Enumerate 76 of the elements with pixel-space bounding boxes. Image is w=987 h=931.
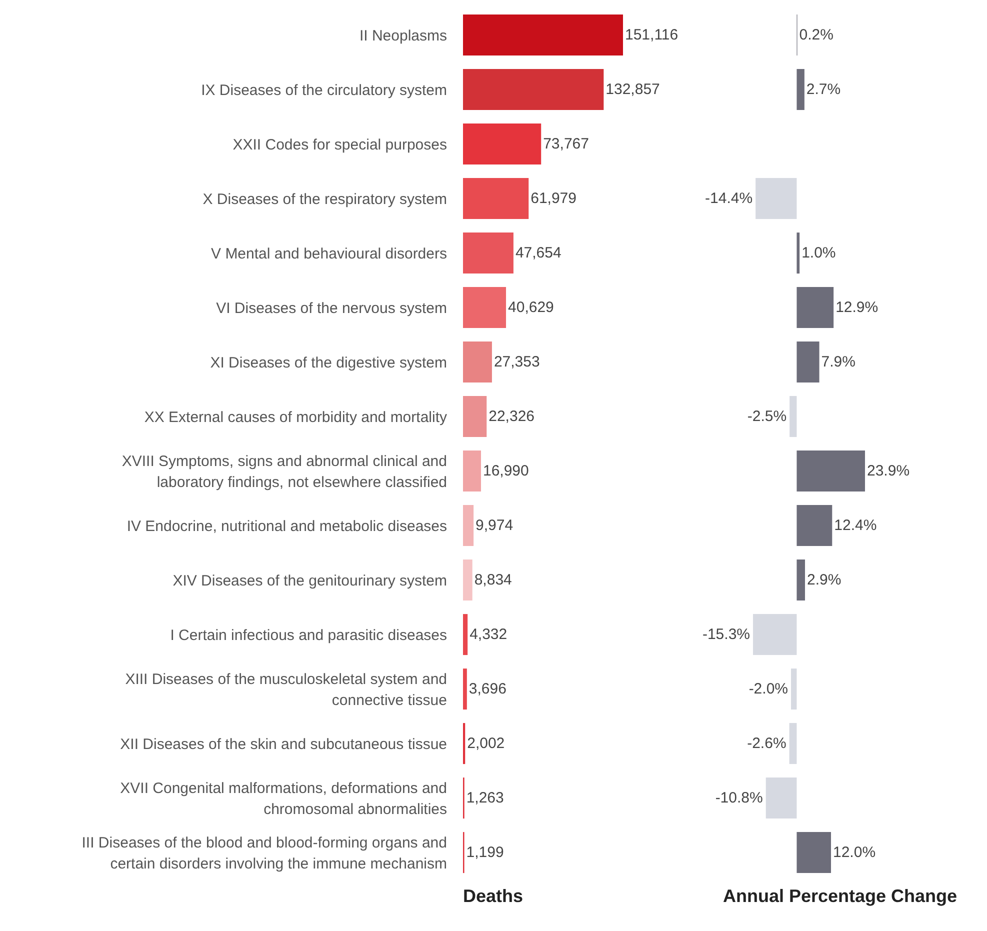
data-label: 4,332 <box>470 626 508 644</box>
data-label: 73,767 <box>543 136 589 153</box>
data-label: 151,116 <box>625 26 678 44</box>
data-label: 8,834 <box>474 572 512 589</box>
bar <box>796 505 832 546</box>
data-label: 1,263 <box>466 790 504 807</box>
data-label: 2.9% <box>807 572 842 589</box>
x-axis-title: Deaths <box>463 886 524 907</box>
bar <box>756 178 797 220</box>
y-tick-label: XVII Congenital malformations, deformations and chromosomal abnormalities <box>120 779 447 818</box>
data-label: 23.9% <box>867 462 910 480</box>
y-tick-label: IV Endocrine, nutritional and metabolic diseases <box>126 517 447 534</box>
data-label: -14.4% <box>705 190 753 208</box>
bar <box>796 69 804 110</box>
y-tick-label: III Diseases of the blood and blood-forming organs and certain disorders involving the immune mechanism <box>82 834 447 872</box>
bar <box>463 450 481 492</box>
y-tick-label: XXII Codes for special purposes <box>232 136 447 153</box>
bar <box>463 124 542 165</box>
y-tick-label: XX External causes of morbidity and mortality <box>144 408 448 426</box>
y-tick-label: XI Diseases of the digestive system <box>210 354 447 371</box>
y-tick-label: V Mental and behavioural disorders <box>211 244 447 262</box>
data-label: -2.5% <box>747 408 787 426</box>
data-label: 9,974 <box>476 517 514 534</box>
bar <box>796 232 800 274</box>
bar <box>463 14 623 56</box>
bar <box>463 396 487 438</box>
bar <box>463 232 514 274</box>
bar <box>463 342 492 383</box>
y-tick-label: VI Diseases of the nervous system <box>216 299 447 316</box>
bar <box>463 560 472 601</box>
data-label: 7.9% <box>821 354 856 371</box>
data-label: 0.2% <box>799 26 834 44</box>
y-tick-label: XII Diseases of the skin and subcutaneous tissue <box>120 735 447 752</box>
data-label: 12.4% <box>834 517 877 534</box>
data-label: -15.3% <box>702 626 750 644</box>
bar <box>796 342 820 383</box>
y-tick-label: XIII Diseases of the musculoskeletal system and connective tissue <box>125 670 447 708</box>
bar <box>463 668 467 710</box>
y-tick-label: I Certain infectious and parasitic diseases <box>170 626 447 644</box>
bar <box>790 396 797 438</box>
data-label: -2.6% <box>747 735 786 752</box>
data-label: 40,629 <box>508 299 554 316</box>
data-label: 47,654 <box>515 244 562 262</box>
data-label: -2.0% <box>748 680 788 698</box>
bar <box>463 69 604 110</box>
data-label: 2.7% <box>806 81 841 98</box>
data-label: 132,857 <box>606 81 660 98</box>
bar <box>766 778 797 819</box>
bar <box>463 614 468 656</box>
y-tick-label: X Diseases of the respiratory system <box>202 190 447 208</box>
data-label: 27,353 <box>494 354 540 371</box>
bar <box>789 723 797 764</box>
y-tick-label: IX Diseases of the circulatory system <box>201 81 447 98</box>
data-label: 22,326 <box>488 408 535 426</box>
data-label: 16,990 <box>482 462 529 480</box>
bar <box>753 614 797 656</box>
bar <box>791 668 797 710</box>
data-label: 3,696 <box>468 680 506 698</box>
bar <box>463 505 474 546</box>
data-label: 2,002 <box>467 735 505 752</box>
data-label: 1,199 <box>466 844 504 862</box>
data-label: 61,979 <box>530 190 577 208</box>
bar <box>463 178 529 220</box>
bar <box>463 287 506 328</box>
x-axis-title: Annual Percentage Change <box>722 886 958 907</box>
y-tick-label: XIV Diseases of the genitourinary system <box>172 572 447 589</box>
bar <box>796 287 834 328</box>
bar <box>796 450 865 492</box>
y-tick-label: II Neoplasms <box>359 26 447 44</box>
data-label: 1.0% <box>802 244 836 262</box>
data-label: -10.8% <box>715 790 763 807</box>
y-tick-label: XVIII Symptoms, signs and abnormal clinical and laboratory findings, not elsewhere classified <box>122 452 447 490</box>
bar <box>796 560 805 601</box>
data-label: 12.9% <box>836 299 878 316</box>
data-label: 12.0% <box>833 844 876 862</box>
bar <box>796 832 831 874</box>
